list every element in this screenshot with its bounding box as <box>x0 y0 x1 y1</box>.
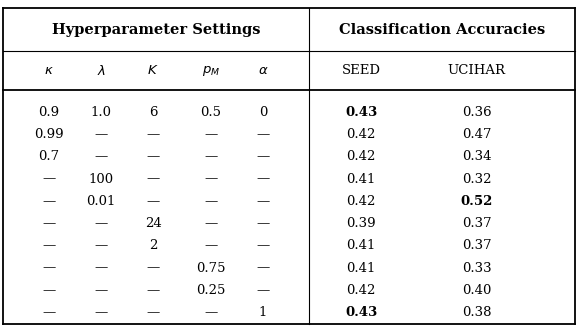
Text: 24: 24 <box>145 217 161 230</box>
Text: 0.34: 0.34 <box>462 150 492 163</box>
Text: 0.52: 0.52 <box>461 195 493 208</box>
Text: —: — <box>257 262 269 275</box>
Text: —: — <box>257 173 269 186</box>
Text: —: — <box>43 239 55 252</box>
Text: 0.33: 0.33 <box>462 262 492 275</box>
Text: 0.42: 0.42 <box>347 150 376 163</box>
Text: —: — <box>95 128 108 141</box>
Text: —: — <box>257 284 269 297</box>
Text: 0.37: 0.37 <box>462 217 492 230</box>
Text: 0.36: 0.36 <box>462 106 492 119</box>
Text: 0.42: 0.42 <box>347 284 376 297</box>
Text: —: — <box>95 150 108 163</box>
Text: —: — <box>43 284 55 297</box>
Text: 0.9: 0.9 <box>39 106 60 119</box>
Text: —: — <box>43 217 55 230</box>
Text: —: — <box>43 195 55 208</box>
Text: 0.75: 0.75 <box>196 262 226 275</box>
Text: 0.42: 0.42 <box>347 128 376 141</box>
Text: 0.99: 0.99 <box>34 128 64 141</box>
Text: 6: 6 <box>149 106 157 119</box>
Text: Classification Accuracies: Classification Accuracies <box>339 23 545 37</box>
Text: $K$: $K$ <box>147 64 159 77</box>
Text: 1.0: 1.0 <box>91 106 112 119</box>
Text: 0.32: 0.32 <box>462 173 492 186</box>
Text: 0.01: 0.01 <box>87 195 116 208</box>
Text: 0.41: 0.41 <box>347 173 376 186</box>
Text: $\alpha$: $\alpha$ <box>258 64 268 77</box>
Text: —: — <box>43 173 55 186</box>
Text: —: — <box>43 262 55 275</box>
Text: —: — <box>147 262 160 275</box>
Text: 0.7: 0.7 <box>39 150 60 163</box>
Text: $\lambda$: $\lambda$ <box>97 63 106 78</box>
Text: 0.37: 0.37 <box>462 239 492 252</box>
Text: 0.25: 0.25 <box>197 284 225 297</box>
Text: 100: 100 <box>88 173 114 186</box>
Text: 0.47: 0.47 <box>462 128 492 141</box>
Text: 0.38: 0.38 <box>462 306 492 319</box>
Text: —: — <box>147 306 160 319</box>
Text: —: — <box>257 217 269 230</box>
Text: 0.43: 0.43 <box>345 306 377 319</box>
Text: 0.41: 0.41 <box>347 239 376 252</box>
Text: —: — <box>205 173 217 186</box>
Text: $\kappa$: $\kappa$ <box>45 64 54 77</box>
Text: —: — <box>205 239 217 252</box>
Text: 0.40: 0.40 <box>462 284 491 297</box>
Text: Hyperparameter Settings: Hyperparameter Settings <box>52 23 260 37</box>
Text: —: — <box>205 306 217 319</box>
Text: 0.39: 0.39 <box>346 217 376 230</box>
Text: —: — <box>257 195 269 208</box>
Text: 0.5: 0.5 <box>201 106 221 119</box>
Text: —: — <box>95 217 108 230</box>
Text: —: — <box>257 128 269 141</box>
Text: 0.42: 0.42 <box>347 195 376 208</box>
Text: SEED: SEED <box>342 64 381 77</box>
Text: —: — <box>205 128 217 141</box>
Text: —: — <box>257 239 269 252</box>
Text: —: — <box>95 262 108 275</box>
Text: 0.43: 0.43 <box>345 106 377 119</box>
Text: —: — <box>205 217 217 230</box>
Text: —: — <box>257 150 269 163</box>
Text: UCIHAR: UCIHAR <box>448 64 506 77</box>
Text: —: — <box>95 306 108 319</box>
Text: —: — <box>205 195 217 208</box>
Text: 0.41: 0.41 <box>347 262 376 275</box>
Text: 0: 0 <box>259 106 267 119</box>
Text: 2: 2 <box>149 239 157 252</box>
Text: —: — <box>95 239 108 252</box>
Text: —: — <box>43 306 55 319</box>
Text: —: — <box>95 284 108 297</box>
Text: —: — <box>147 284 160 297</box>
Text: —: — <box>147 150 160 163</box>
Text: —: — <box>205 150 217 163</box>
Text: —: — <box>147 195 160 208</box>
Text: —: — <box>147 173 160 186</box>
Text: 1: 1 <box>259 306 267 319</box>
Text: —: — <box>147 128 160 141</box>
Text: $p_M$: $p_M$ <box>202 63 220 78</box>
